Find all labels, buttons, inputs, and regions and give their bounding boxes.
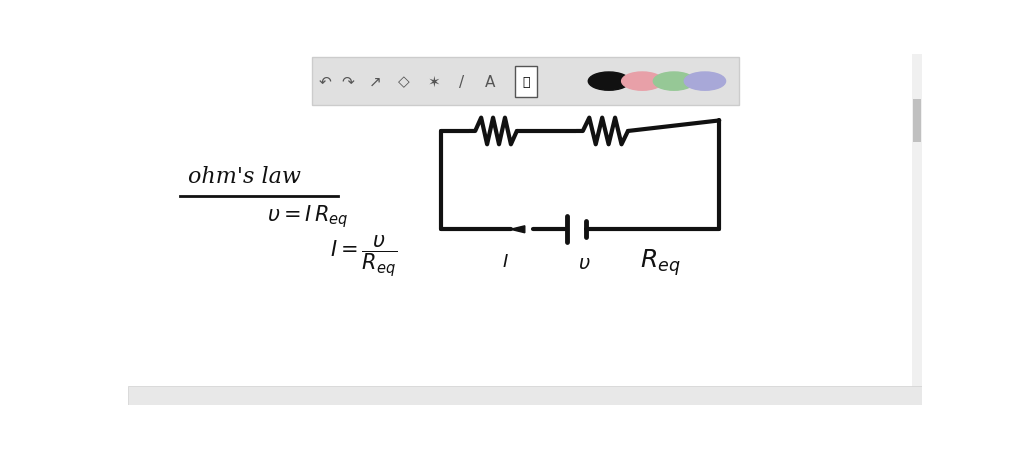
Polygon shape	[511, 226, 524, 233]
Text: $R_{eq}$: $R_{eq}$	[640, 247, 681, 277]
Text: ↶: ↶	[318, 75, 331, 90]
Text: /: /	[459, 75, 464, 90]
Circle shape	[684, 73, 726, 91]
Bar	[912, 55, 922, 405]
Bar	[128, 386, 922, 405]
Text: ↗: ↗	[370, 75, 382, 90]
Bar	[515, 66, 538, 98]
Text: $K_2$: $K_2$	[585, 82, 605, 102]
Circle shape	[622, 73, 663, 91]
Text: $\upsilon$: $\upsilon$	[578, 254, 591, 272]
Text: ◇: ◇	[398, 75, 410, 90]
Text: 🏔: 🏔	[522, 76, 530, 88]
Bar	[312, 58, 739, 106]
Text: $I = \dfrac{\upsilon}{R_{eq}}$: $I = \dfrac{\upsilon}{R_{eq}}$	[331, 233, 397, 279]
Text: ↷: ↷	[341, 75, 354, 90]
Text: $I$: $I$	[502, 253, 508, 271]
Text: ✶: ✶	[427, 75, 440, 90]
Circle shape	[653, 73, 694, 91]
Text: ▣: ▣	[516, 75, 530, 90]
Text: A: A	[484, 75, 495, 90]
Circle shape	[588, 73, 630, 91]
Bar	[912, 100, 921, 142]
Text: $K_1$: $K_1$	[479, 86, 500, 106]
Text: $\upsilon = I\,R_{eq}$: $\upsilon = I\,R_{eq}$	[267, 203, 348, 230]
Text: ohm's law: ohm's law	[187, 166, 300, 188]
